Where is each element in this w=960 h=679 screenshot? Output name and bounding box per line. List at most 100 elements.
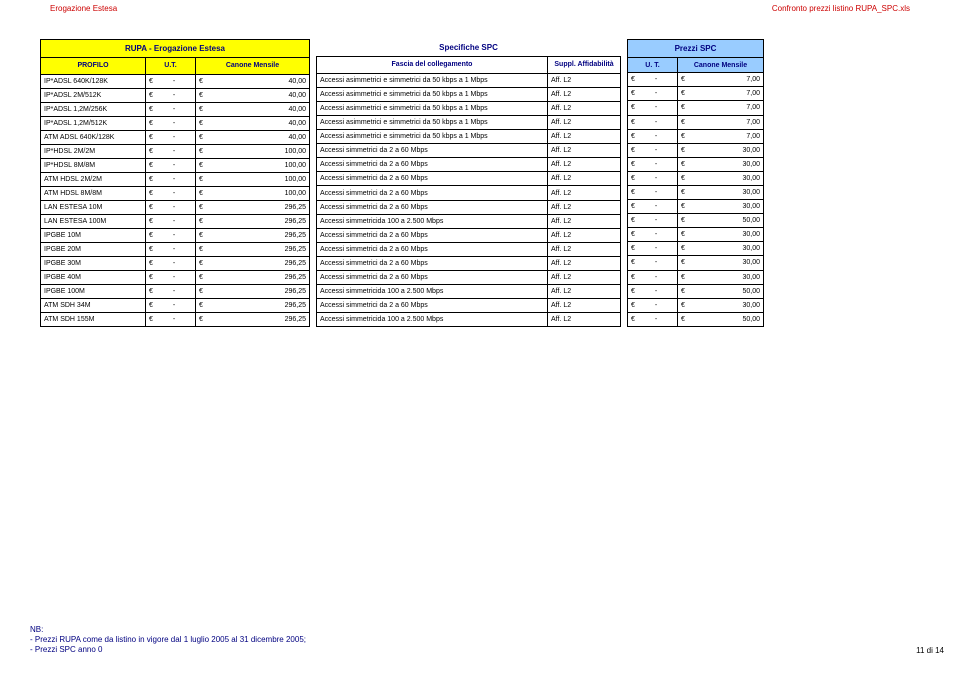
table-row: IP*ADSL 640K/128K-40,00	[41, 75, 310, 89]
cell-ut: -	[146, 89, 196, 103]
cell-canone: 296,25	[196, 229, 310, 243]
table-row: ATM HDSL 2M/2M-100,00	[41, 173, 310, 187]
cell-fascia: Accessi simmetrici da 2 a 60 Mbps	[317, 200, 548, 214]
cell-profilo: ATM SDH 155M	[41, 313, 146, 327]
cell-profilo: ATM HDSL 8M/8M	[41, 187, 146, 201]
cell-ut: -	[146, 285, 196, 299]
table-row: Accessi asimmetrici e simmetrici da 50 k…	[317, 102, 621, 116]
cell-canone: 7,00	[678, 73, 764, 87]
cell-canone: 30,00	[678, 228, 764, 242]
table-row: -30,00	[628, 143, 764, 157]
cell-canone: 100,00	[196, 145, 310, 159]
table-row: IP*ADSL 1,2M/512K-40,00	[41, 117, 310, 131]
cell-aff: Aff. L2	[548, 270, 621, 284]
cell-aff: Aff. L2	[548, 88, 621, 102]
cell-canone: 7,00	[678, 115, 764, 129]
cell-canone: 296,25	[196, 243, 310, 257]
table-row: Accessi simmetricida 100 a 2.500 MbpsAff…	[317, 312, 621, 326]
cell-profilo: IP*HDSL 2M/2M	[41, 145, 146, 159]
table-row: -30,00	[628, 242, 764, 256]
doc-title-left: Erogazione Estesa	[50, 4, 117, 13]
cell-fascia: Accessi simmetrici da 2 a 60 Mbps	[317, 298, 548, 312]
cell-ut: -	[628, 298, 678, 312]
cell-canone: 30,00	[678, 242, 764, 256]
spc-col-fascia: Fascia del collegamento	[317, 57, 548, 74]
cell-profilo: IPGBE 20M	[41, 243, 146, 257]
cell-ut: -	[628, 200, 678, 214]
table-row: -30,00	[628, 200, 764, 214]
cell-aff: Aff. L2	[548, 228, 621, 242]
cell-canone: 296,25	[196, 215, 310, 229]
cell-fascia: Accessi simmetrici da 2 a 60 Mbps	[317, 172, 548, 186]
cell-aff: Aff. L2	[548, 172, 621, 186]
cell-canone: 50,00	[678, 312, 764, 326]
cell-aff: Aff. L2	[548, 298, 621, 312]
table-row: Accessi simmetrici da 2 a 60 MbpsAff. L2	[317, 242, 621, 256]
table-row: Accessi asimmetrici e simmetrici da 50 k…	[317, 116, 621, 130]
cell-ut: -	[146, 299, 196, 313]
cell-profilo: IP*ADSL 1,2M/256K	[41, 103, 146, 117]
cell-ut: -	[628, 312, 678, 326]
cell-fascia: Accessi asimmetrici e simmetrici da 50 k…	[317, 88, 548, 102]
cell-ut: -	[628, 185, 678, 199]
table-row: ATM ADSL 640K/128K-40,00	[41, 131, 310, 145]
cell-ut: -	[146, 117, 196, 131]
cell-aff: Aff. L2	[548, 130, 621, 144]
table-row: Accessi asimmetrici e simmetrici da 50 k…	[317, 88, 621, 102]
prezzi-title: Prezzi SPC	[628, 40, 764, 58]
cell-ut: -	[628, 256, 678, 270]
cell-ut: -	[628, 157, 678, 171]
page-number: 11 di 14	[916, 646, 944, 655]
cell-ut: -	[146, 75, 196, 89]
cell-fascia: Accessi simmetrici da 2 a 60 Mbps	[317, 256, 548, 270]
cell-ut: -	[628, 214, 678, 228]
table-row: Accessi asimmetrici e simmetrici da 50 k…	[317, 130, 621, 144]
table-row: IPGBE 40M-296,25	[41, 271, 310, 285]
cell-canone: 50,00	[678, 284, 764, 298]
table-row: -7,00	[628, 129, 764, 143]
table-row: Accessi simmetricida 100 a 2.500 MbpsAff…	[317, 214, 621, 228]
cell-ut: -	[628, 228, 678, 242]
table-row: ATM HDSL 8M/8M-100,00	[41, 187, 310, 201]
cell-aff: Aff. L2	[548, 214, 621, 228]
cell-profilo: LAN ESTESA 10M	[41, 201, 146, 215]
table-row: Accessi simmetrici da 2 a 60 MbpsAff. L2	[317, 200, 621, 214]
cell-profilo: ATM SDH 34M	[41, 299, 146, 313]
cell-canone: 296,25	[196, 257, 310, 271]
rupa-col-canone: Canone Mensile	[196, 58, 310, 75]
cell-canone: 7,00	[678, 101, 764, 115]
table-row: -7,00	[628, 87, 764, 101]
cell-canone: 296,25	[196, 313, 310, 327]
cell-ut: -	[628, 101, 678, 115]
rupa-col-profilo: PROFILO	[41, 58, 146, 75]
cell-fascia: Accessi asimmetrici e simmetrici da 50 k…	[317, 74, 548, 88]
cell-profilo: IPGBE 100M	[41, 285, 146, 299]
cell-fascia: Accessi simmetricida 100 a 2.500 Mbps	[317, 312, 548, 326]
cell-aff: Aff. L2	[548, 116, 621, 130]
cell-ut: -	[146, 159, 196, 173]
cell-canone: 30,00	[678, 185, 764, 199]
table-row: IPGBE 100M-296,25	[41, 285, 310, 299]
spc-title: Specifiche SPC	[317, 39, 621, 57]
cell-canone: 30,00	[678, 298, 764, 312]
table-row: -30,00	[628, 171, 764, 185]
cell-ut: -	[146, 243, 196, 257]
table-row: Accessi simmetrici da 2 a 60 MbpsAff. L2	[317, 144, 621, 158]
cell-canone: 40,00	[196, 117, 310, 131]
table-row: Accessi simmetrici da 2 a 60 MbpsAff. L2	[317, 256, 621, 270]
cell-fascia: Accessi simmetrici da 2 a 60 Mbps	[317, 186, 548, 200]
cell-ut: -	[146, 103, 196, 117]
table-row: LAN ESTESA 10M-296,25	[41, 201, 310, 215]
cell-ut: -	[146, 187, 196, 201]
table-row: -7,00	[628, 115, 764, 129]
footnote-line2: - Prezzi SPC anno 0	[30, 645, 306, 655]
cell-aff: Aff. L2	[548, 102, 621, 116]
cell-ut: -	[628, 143, 678, 157]
cell-ut: -	[146, 229, 196, 243]
table-row: IP*ADSL 1,2M/256K-40,00	[41, 103, 310, 117]
cell-aff: Aff. L2	[548, 312, 621, 326]
table-row: Accessi simmetrici da 2 a 60 MbpsAff. L2	[317, 270, 621, 284]
cell-ut: -	[628, 115, 678, 129]
cell-profilo: IPGBE 40M	[41, 271, 146, 285]
table-row: -30,00	[628, 157, 764, 171]
